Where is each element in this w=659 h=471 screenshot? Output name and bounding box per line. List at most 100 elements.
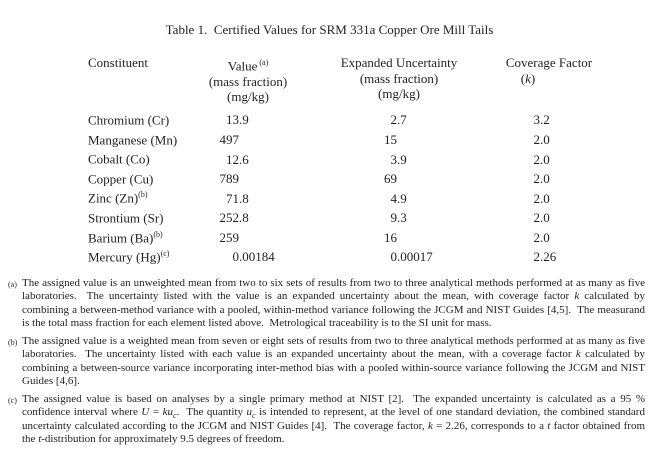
column-header-uncertainty: Expanded Uncertainty (mass fraction) (mg… [294, 55, 504, 102]
table-row: Barium (Ba)(b) 259 16 2.0 [0, 230, 659, 250]
value-frac: .6 [239, 151, 249, 167]
uncertainty-frac: .9 [397, 190, 407, 206]
coverage-frac: .0 [540, 131, 550, 147]
coverage-int: 2 [533, 190, 541, 206]
uncertainty-frac: .7 [397, 112, 407, 128]
value-int: 252 [219, 210, 240, 226]
footnote-run: = [149, 406, 163, 419]
uncertainty-int: 9 [390, 210, 398, 226]
footnote: (c) The assigned value is based on analys… [8, 393, 645, 447]
uncertainty-int: 0 [390, 249, 398, 265]
footnote-run: is intended to represent, at the level o… [22, 406, 648, 432]
footnote-run: t [38, 432, 42, 445]
value-frac: .8 [239, 210, 249, 226]
column-title: Expanded Uncertainty [340, 55, 458, 70]
constituent-footnote-ref: (c) [160, 249, 170, 259]
column-subtitle: (mass fraction) [208, 73, 288, 89]
footnote: (b) The assigned value is a weighted mean… [8, 335, 645, 389]
coverage-int: 2 [533, 229, 541, 245]
footnote-marker: (a) [8, 280, 17, 289]
footnote-run: k [574, 290, 580, 303]
footnote-run: u [246, 406, 253, 419]
constituent-cell: Manganese (Mn) [88, 132, 188, 148]
coverage-int: 3 [533, 112, 541, 128]
value-frac: .00184 [239, 249, 275, 265]
uncertainty-int: 2 [390, 112, 398, 128]
footnote-run: k [427, 419, 433, 432]
table-body: Chromium (Cr) 13.9 2.7 3.2 Manganese (Mn… [0, 112, 659, 269]
coverage-int: 2 [533, 131, 541, 147]
column-title: Constituent [88, 55, 148, 70]
table-title: Table 1. Certified Values for SRM 331a C… [165, 22, 494, 37]
coverage-frac: .0 [540, 151, 550, 167]
footnote-run: factor obtained from the [22, 419, 648, 445]
footnote-run: The assigned value is a weighted mean fr… [22, 334, 648, 361]
footnote-run: ku [162, 406, 174, 419]
footnote-marker: (c) [8, 395, 17, 405]
footnote-text: The assigned value is a weighted mean fr… [22, 335, 645, 389]
coverage-frac: .0 [540, 210, 550, 226]
constituent-footnote-ref: (b) [153, 229, 163, 239]
uncertainty-int: 16 [384, 229, 397, 245]
constituent-label: Mercury (Hg) [88, 249, 161, 265]
footnote-text: The assigned value is an unweighted mean… [22, 277, 645, 331]
table-row: Cobalt (Co) 12.6 3.9 2.0 [0, 151, 659, 171]
constituent-cell: Cobalt (Co) [88, 151, 188, 167]
footnote-run: = 2.26, corresponds to a [432, 419, 548, 432]
footnote-run: The assigned value is based on analyses … [22, 392, 648, 419]
coverage-frac: .0 [540, 229, 550, 245]
uncertainty-frac: .00017 [397, 249, 433, 265]
footnote-run: calculated by combining a between-method… [22, 290, 648, 330]
footnote-run: U [141, 406, 150, 419]
constituent-cell: Barium (Ba)(b) [88, 230, 188, 246]
column-unit: (mg/kg) [378, 86, 420, 101]
table-row: Manganese (Mn) 497 15 2.0 [0, 132, 659, 152]
value-int: 12 [226, 151, 239, 167]
constituent-label: Barium (Ba) [88, 229, 154, 245]
footnote-run: calculated by combining a between-source… [22, 348, 648, 388]
value-frac: .8 [239, 190, 249, 206]
constituent-cell: Strontium (Sr) [88, 210, 188, 226]
coverage-frac: .2 [540, 112, 550, 128]
constituent-label: Cobalt (Co) [88, 151, 150, 167]
constituent-cell: Copper (Cu) [88, 171, 188, 187]
column-title: Value [227, 58, 258, 74]
table-row: Mercury (Hg)(c) 0.00184 0.00017 2.26 [0, 249, 659, 269]
coverage-int: 2 [533, 249, 541, 265]
value-frac: .9 [239, 112, 249, 128]
constituent-label: Chromium (Cr) [88, 112, 170, 128]
uncertainty-int: 4 [390, 190, 398, 206]
value-int: 13 [226, 112, 239, 128]
coverage-int: 2 [533, 151, 541, 167]
column-header-constituent: Constituent [48, 55, 188, 71]
footnote-text: The assigned value is based on analyses … [22, 393, 645, 447]
value-int: 0 [232, 249, 240, 265]
uncertainty-int: 69 [384, 171, 397, 187]
footnote-run: . The quantity [176, 406, 247, 419]
coverage-int: 2 [533, 171, 541, 187]
footnote-run: -distribution for approximately 9.5 degr… [41, 432, 285, 445]
value-int: 71 [226, 190, 239, 206]
coverage-frac: .26 [540, 249, 557, 265]
table-row: Strontium (Sr) 252.8 9.3 2.0 [0, 210, 659, 230]
footnote-run: k [575, 348, 581, 361]
footnote-run: t [547, 419, 551, 432]
footnote-ref-a: (a) [259, 58, 269, 67]
uncertainty-frac: .3 [397, 210, 407, 226]
coverage-int: 2 [533, 210, 541, 226]
coverage-frac: .0 [540, 190, 550, 206]
constituent-footnote-ref: (b) [138, 190, 148, 200]
coverage-frac: .0 [540, 171, 550, 187]
footnote-run: The assigned value is an unweighted mean… [22, 277, 648, 303]
constituent-label: Manganese (Mn) [88, 131, 178, 147]
uncertainty-int: 3 [390, 151, 398, 167]
footnotes-section: (a) The assigned value is an unweighted m… [8, 277, 645, 450]
column-subtitle-k: (k) [520, 70, 536, 86]
constituent-label: Strontium (Sr) [88, 210, 164, 226]
footnote-run: c [173, 411, 177, 421]
footnote-marker: (b) [8, 337, 18, 347]
table-row: Zinc (Zn)(b) 71.8 4.9 2.0 [0, 190, 659, 210]
column-unit: (mg/kg) [227, 89, 269, 105]
footnote: (a) The assigned value is an unweighted m… [8, 277, 645, 331]
